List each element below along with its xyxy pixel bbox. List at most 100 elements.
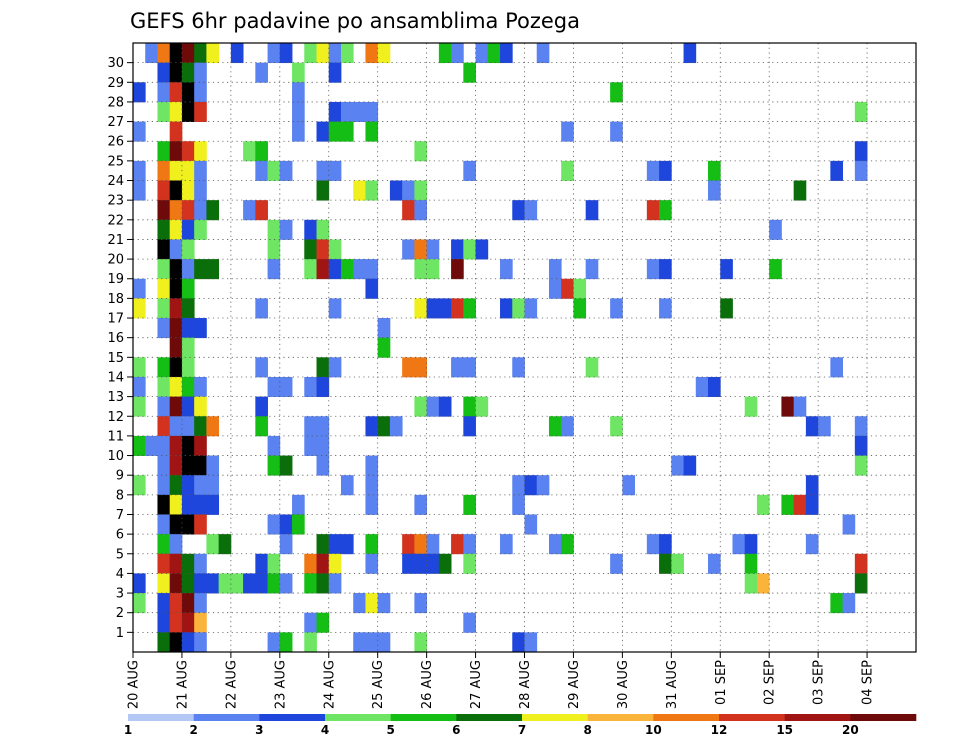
heatmap-cell (328, 121, 342, 142)
heatmap-cell (426, 298, 440, 319)
heatmap-cell (536, 475, 550, 496)
heatmap-cell (805, 416, 819, 437)
heatmap-cell (793, 180, 807, 201)
heatmap-cell (610, 416, 623, 437)
heatmap-cell (157, 376, 171, 398)
heatmap-cell (316, 376, 330, 398)
heatmap-cell (365, 43, 379, 64)
heatmap-cell (157, 455, 171, 476)
heatmap-cell (708, 376, 721, 398)
heatmap-cell (133, 278, 146, 299)
heatmap-cell (414, 180, 428, 201)
heatmap-cell (512, 475, 525, 496)
heatmap-cell (402, 534, 415, 555)
legend-label: 3 (255, 723, 263, 737)
legend-swatch (522, 714, 588, 721)
heatmap-cell (157, 475, 171, 496)
heatmap-cell (206, 573, 220, 594)
y-tick-label: 7 (116, 508, 124, 523)
heatmap-cell (426, 553, 440, 574)
heatmap-cell (157, 357, 171, 378)
heatmap-cell (340, 101, 354, 122)
heatmap-cell (475, 43, 489, 64)
heatmap-cell (316, 573, 330, 594)
heatmap-cell (854, 435, 868, 456)
heatmap-cell (157, 101, 171, 122)
heatmap-cell (451, 259, 464, 280)
heatmap-cell (756, 494, 770, 515)
heatmap-cell (157, 593, 171, 614)
heatmap-cell (463, 416, 476, 437)
heatmap-cell (230, 43, 244, 64)
y-tick-label: 4 (116, 567, 124, 582)
heatmap-cell (304, 259, 317, 280)
heatmap-cells (133, 43, 868, 653)
legend-swatch (850, 714, 917, 721)
heatmap-cell (463, 62, 476, 83)
heatmap-cell (194, 514, 207, 535)
heatmap-cell (157, 298, 171, 319)
heatmap-cell (438, 553, 452, 574)
heatmap-cell (133, 593, 146, 614)
heatmap-cell (659, 200, 672, 221)
heatmap-cell (573, 298, 587, 319)
heatmap-cell (500, 298, 513, 319)
heatmap-cell (585, 259, 599, 280)
heatmap-cell (194, 416, 207, 437)
x-tick-label: 21 AUG (175, 660, 190, 709)
grid-lines (133, 43, 916, 652)
heatmap-cell (181, 494, 195, 515)
x-tick-label: 25 AUG (371, 660, 386, 709)
legend-swatch (587, 714, 654, 721)
heatmap-cell (365, 553, 379, 574)
y-tick-label: 17 (107, 312, 124, 327)
heatmap-cell (548, 534, 562, 555)
heatmap-cell (133, 475, 146, 496)
heatmap-cell (377, 337, 391, 358)
heatmap-cell (744, 534, 758, 555)
heatmap-cell (181, 357, 195, 378)
x-tick-label: 22 AUG (224, 660, 239, 709)
heatmap-cell (169, 357, 183, 378)
heatmap-cell (316, 259, 330, 280)
heatmap-cell (377, 318, 391, 339)
heatmap-cell (414, 298, 428, 319)
heatmap-cell (267, 43, 281, 64)
heatmap-cell (671, 455, 684, 476)
heatmap-cell (206, 259, 220, 280)
heatmap-cell (181, 573, 195, 594)
legend-label: 5 (386, 723, 394, 737)
heatmap-cell (206, 455, 220, 476)
heatmap-cell (181, 376, 195, 398)
heatmap-cell (548, 278, 562, 299)
heatmap-cell (353, 593, 366, 614)
x-tick-label: 24 AUG (322, 660, 337, 709)
heatmap-cell (365, 475, 379, 496)
heatmap-cell (157, 318, 171, 339)
heatmap-cell (524, 475, 538, 496)
heatmap-cell (206, 43, 220, 64)
heatmap-cell (145, 43, 158, 64)
y-tick-label: 5 (116, 547, 124, 562)
heatmap-cell (157, 219, 171, 240)
heatmap-cell (169, 298, 183, 319)
heatmap-cell (475, 239, 489, 260)
heatmap-cell (133, 357, 146, 378)
heatmap-cell (279, 160, 293, 181)
heatmap-cell (267, 632, 281, 653)
heatmap-cell (181, 475, 195, 496)
heatmap-cell (181, 416, 195, 437)
heatmap-cell (340, 534, 354, 555)
heatmap-cell (854, 573, 868, 594)
heatmap-cell (463, 494, 476, 515)
heatmap-cell (500, 534, 513, 555)
heatmap-cell (402, 553, 415, 574)
heatmap-cell (438, 298, 452, 319)
heatmap-cell (646, 534, 660, 555)
heatmap-cell (133, 82, 146, 103)
heatmap-cell (671, 553, 684, 574)
heatmap-cell (255, 553, 268, 574)
heatmap-cell (181, 455, 195, 476)
heatmap-cell (659, 160, 672, 181)
heatmap-cell (426, 396, 440, 417)
